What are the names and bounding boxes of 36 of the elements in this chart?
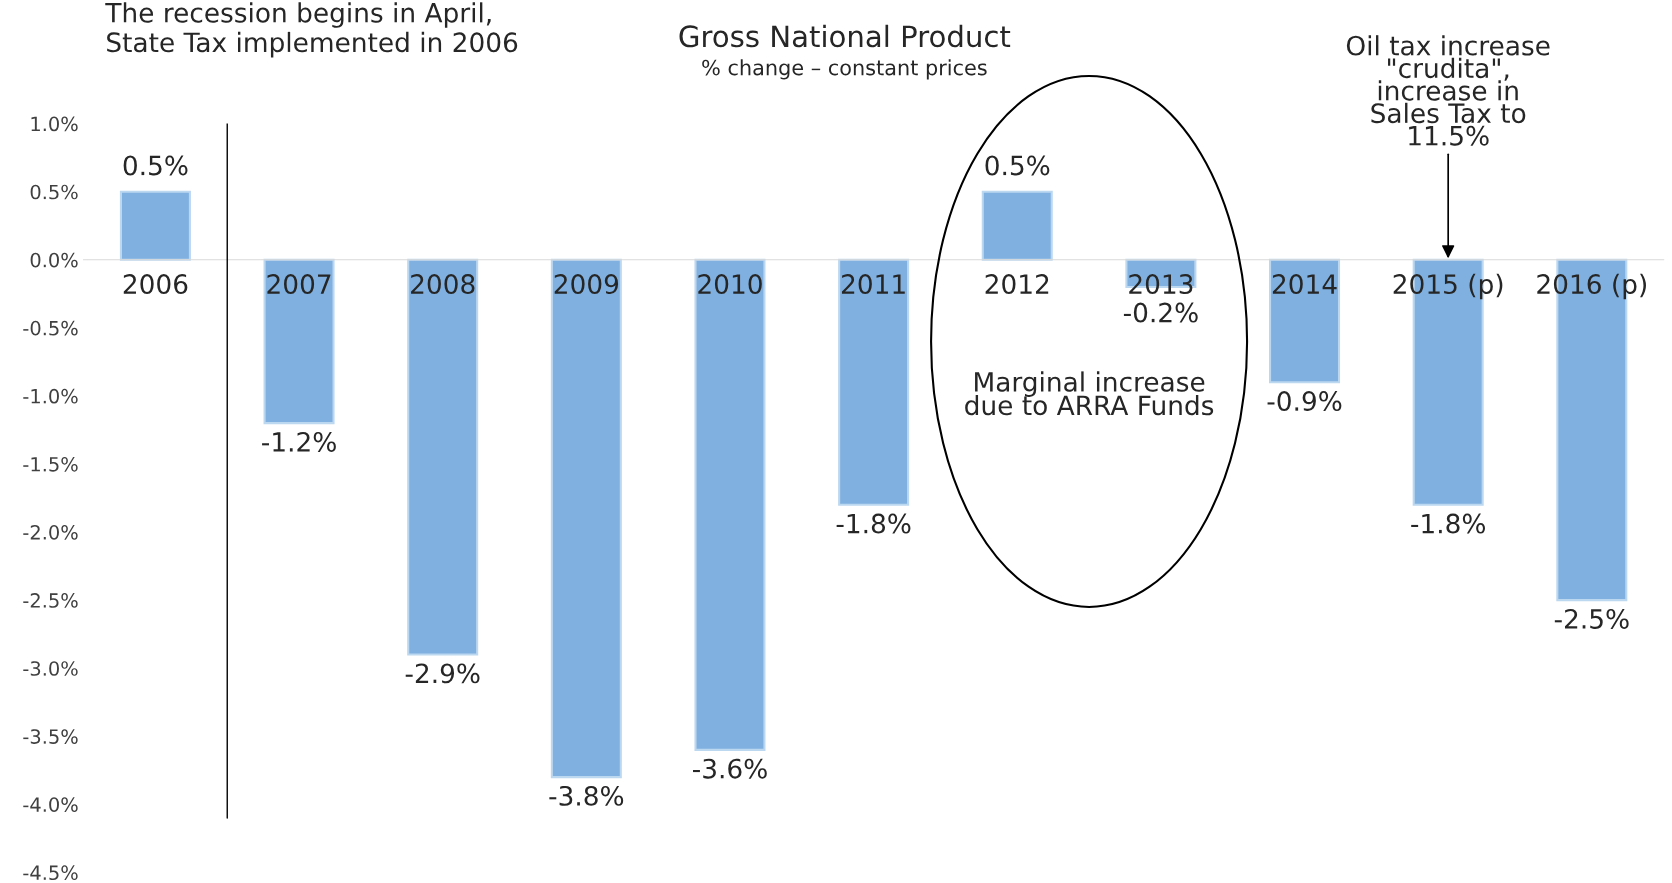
data-label: 0.5% xyxy=(985,155,1050,176)
chart-title: Gross National Product xyxy=(679,24,1011,48)
data-label: -3.6% xyxy=(692,758,767,779)
y-tick-label: -4.5% xyxy=(23,865,78,881)
x-tick-label: 2014 xyxy=(1272,274,1337,295)
x-tick-label: 2011 xyxy=(841,274,905,295)
y-tick-label: 0.0% xyxy=(30,252,78,268)
data-label: -1.8% xyxy=(836,513,911,534)
x-tick-label: 2006 xyxy=(123,274,188,295)
data-label: -3.8% xyxy=(549,785,624,806)
y-tick-label: 0.5% xyxy=(30,184,78,200)
y-tick-label: -3.0% xyxy=(23,661,78,676)
x-tick-label: 2009 xyxy=(554,274,619,295)
y-tick-label: -0.5% xyxy=(23,320,78,336)
y-tick-label: -3.5% xyxy=(23,729,78,744)
y-tick-label: -1.5% xyxy=(23,456,78,472)
annotation: Marginal increase due to ARRA Funds xyxy=(965,371,1214,416)
y-tick-label: -1.0% xyxy=(23,388,78,404)
y-tick-label: 1.0% xyxy=(31,116,78,132)
x-tick-label: 2012 xyxy=(985,274,1049,295)
data-label: 0.5% xyxy=(123,155,188,176)
text: The recession begins in April, State Tax implemented in 2006 xyxy=(105,2,518,58)
data-label: -0.9% xyxy=(1267,391,1342,412)
data-label: -1.8% xyxy=(1411,513,1486,534)
data-label: -2.5% xyxy=(1554,608,1629,629)
y-tick-label: -4.0% xyxy=(23,797,78,812)
data-label: -2.9% xyxy=(405,663,480,684)
x-tick-label: 2007 xyxy=(267,274,331,295)
y-tick-label: -2.5% xyxy=(23,593,78,608)
annotation: Oil tax increase "crudita", increase in Sales Tax to 11.5% xyxy=(1346,35,1550,146)
y-tick-label: -2.0% xyxy=(23,525,78,540)
x-tick-label: 2010 xyxy=(698,274,762,295)
data-label: -0.2% xyxy=(1123,302,1198,323)
data-label: -1.2% xyxy=(262,431,336,452)
x-tick-label: 2008 xyxy=(411,274,475,295)
chart-subtitle: % change – constant prices xyxy=(702,59,987,80)
